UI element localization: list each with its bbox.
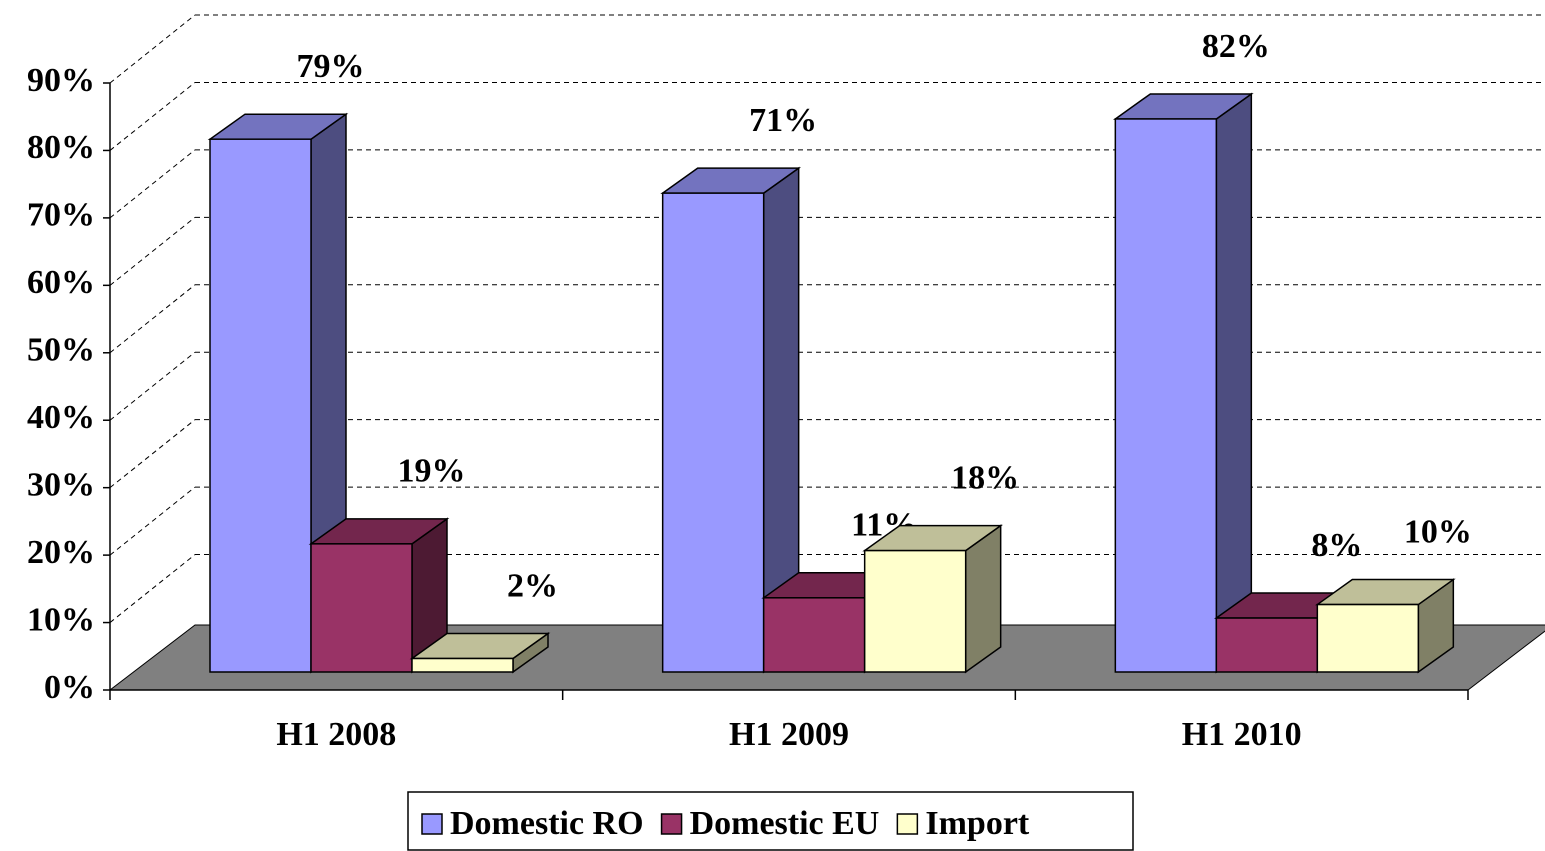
y-tick-label: 50% [27, 332, 95, 369]
x-tick-label: H1 2008 [276, 716, 396, 753]
grid-line [109, 82, 196, 151]
grid-line [109, 554, 196, 623]
legend-swatch [896, 813, 919, 835]
y-tick-label: 60% [27, 264, 95, 301]
value-label: 10% [1404, 513, 1472, 550]
bar [310, 543, 413, 673]
legend-swatch [660, 813, 683, 835]
y-tick-label: 70% [27, 197, 95, 234]
bar [209, 138, 312, 673]
value-label: 79% [297, 48, 365, 85]
value-label: 71% [749, 102, 817, 139]
value-label: 2% [507, 567, 558, 604]
y-tick-label: 90% [27, 62, 95, 99]
y-tick-label: 20% [27, 534, 95, 571]
legend-label: Import [925, 805, 1030, 842]
y-tick-label: 40% [27, 399, 95, 436]
bar-side [1215, 92, 1253, 674]
bar [1215, 617, 1319, 673]
legend-label: Domestic EU [690, 805, 880, 842]
value-label: 19% [398, 453, 466, 490]
value-label: 18% [951, 459, 1019, 496]
bar [1114, 118, 1218, 673]
y-tick-label: 10% [27, 601, 95, 638]
bar [863, 549, 967, 673]
grid-line [109, 14, 196, 84]
value-label: 8% [1311, 527, 1362, 564]
grid-line [109, 216, 196, 286]
grid-line [109, 284, 196, 354]
grid-line [109, 149, 196, 219]
legend-swatch [421, 813, 443, 835]
bar [661, 192, 765, 673]
value-label: 82% [1202, 28, 1270, 65]
legend-box [407, 791, 1134, 851]
grid-line [109, 351, 196, 421]
bar [411, 657, 514, 673]
grid-line [109, 419, 196, 489]
y-tick-label: 80% [27, 129, 95, 166]
y-tick-label: 30% [27, 466, 95, 503]
grid-line [109, 486, 196, 556]
y-tick-label: 0% [44, 669, 95, 706]
x-tick-label: H1 2009 [729, 716, 849, 753]
legend-label: Domestic RO [450, 805, 644, 842]
bar [1316, 603, 1420, 673]
x-tick-label: H1 2010 [1182, 716, 1302, 753]
bar [762, 597, 866, 673]
